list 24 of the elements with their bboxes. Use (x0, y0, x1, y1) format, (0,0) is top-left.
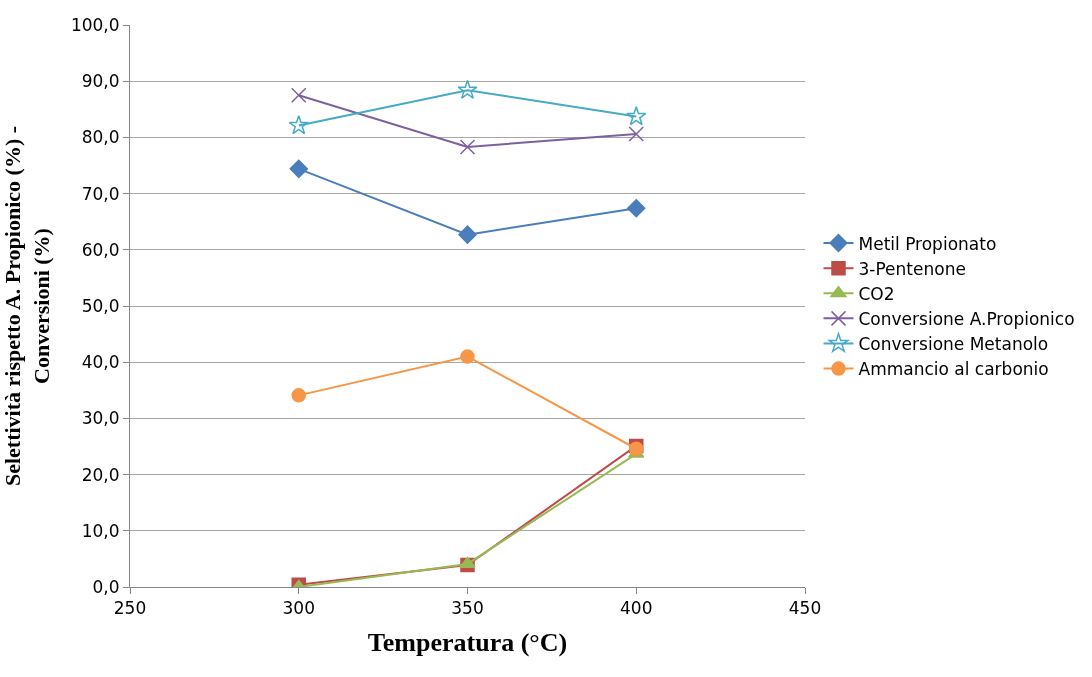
legend-label: Metil Propionato (858, 233, 997, 254)
x-tick-label: 300 (282, 598, 315, 619)
legend-label: 3-Pentenone (858, 258, 966, 279)
y-tick-label: 0,0 (92, 576, 120, 597)
legend-label: Conversione A.Propionico (858, 308, 1075, 329)
y-tick-label: 70,0 (81, 183, 120, 204)
y-tick-label: 90,0 (81, 71, 120, 92)
legend-label: Conversione Metanolo (858, 334, 1049, 355)
y-tick-label: 50,0 (81, 295, 120, 316)
y-tick-label: 20,0 (81, 464, 120, 485)
y-tick-label: 80,0 (81, 127, 120, 148)
x-axis-title: Temperatura (°C) (367, 628, 568, 658)
y-tick-label: 10,0 (81, 520, 120, 541)
x-tick-label: 400 (620, 598, 653, 619)
x-tick-label: 250 (113, 598, 147, 619)
legend-label: CO2 (858, 283, 895, 304)
x-tick-label: 450 (788, 598, 822, 619)
y-tick-label: 40,0 (81, 352, 120, 373)
legend-label: Ammancio al carbonio (858, 359, 1049, 380)
y-axis-title: Selettività rispetto A. Propionico (%) - Conversioni (%) (0, 125, 54, 487)
y-tick-label: 30,0 (81, 408, 120, 429)
y-tick-label: 60,0 (81, 239, 120, 260)
y-tick-label: 100,0 (70, 14, 120, 35)
x-tick-label: 350 (451, 598, 484, 619)
